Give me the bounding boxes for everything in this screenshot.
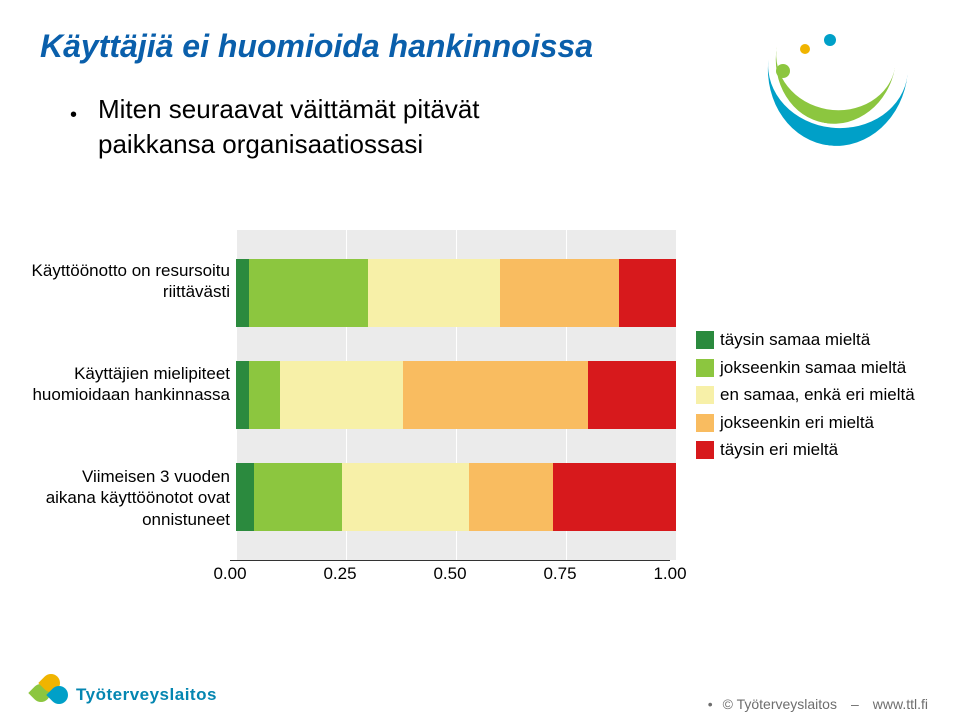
- slide-title: Käyttäjiä ei huomioida hankinnoissa: [40, 28, 593, 65]
- bullet-line-1: Miten seuraavat väittämät pitävät: [98, 92, 480, 127]
- x-tick-label: 0.50: [433, 564, 466, 584]
- bar-segment: [619, 259, 676, 327]
- legend-label: en samaa, enkä eri mieltä: [720, 382, 915, 408]
- bar-segment: [342, 463, 470, 531]
- legend-label: jokseenkin eri mieltä: [720, 410, 874, 436]
- bar-segment: [368, 259, 500, 327]
- bar-segment: [249, 259, 368, 327]
- footer: • © Työterveyslaitos – www.ttl.fi: [708, 696, 928, 712]
- bar-segment: [500, 259, 619, 327]
- bar-row: [236, 361, 676, 429]
- legend-swatch: [696, 441, 714, 459]
- bar-segment: [254, 463, 342, 531]
- y-label: Käyttäjien mielipiteet huomioidaan hanki…: [30, 357, 230, 412]
- x-tick-label: 1.00: [653, 564, 686, 584]
- legend-item: en samaa, enkä eri mieltä: [696, 382, 926, 408]
- y-label: Käyttöönotto on resursoitu riittävästi: [30, 254, 230, 309]
- y-axis-labels: Käyttöönotto on resursoitu riittävästi Kä…: [30, 230, 236, 560]
- brand-mark: [770, 24, 920, 114]
- bar-segment: [249, 361, 280, 429]
- footer-logo-text: Työterveyslaitos: [76, 686, 217, 703]
- bar-segment: [469, 463, 553, 531]
- x-axis-line: [230, 560, 670, 561]
- legend-item: jokseenkin eri mieltä: [696, 410, 926, 436]
- bar-row: [236, 259, 676, 327]
- bullet-line-2: paikkansa organisaatiossasi: [98, 127, 480, 162]
- legend-item: jokseenkin samaa mieltä: [696, 355, 926, 381]
- bullet-dot-icon: •: [70, 102, 80, 129]
- x-tick-label: 0.75: [543, 564, 576, 584]
- legend-label: täysin eri mieltä: [720, 437, 838, 463]
- legend-label: jokseenkin samaa mieltä: [720, 355, 906, 381]
- chart: Käyttöönotto on resursoitu riittävästi Kä…: [30, 230, 930, 560]
- footer-url: www.ttl.fi: [873, 696, 928, 712]
- footer-copyright: © Työterveyslaitos: [723, 696, 837, 712]
- bar-segment: [553, 463, 676, 531]
- plot-area: [236, 230, 676, 560]
- x-tick-label: 0.25: [323, 564, 356, 584]
- bar-segment: [236, 361, 249, 429]
- bar-segment: [403, 361, 588, 429]
- footer-sep: –: [851, 696, 859, 712]
- bar-segment: [280, 361, 403, 429]
- bar-segment: [236, 259, 249, 327]
- bar-segment: [588, 361, 676, 429]
- legend-item: täysin eri mieltä: [696, 437, 926, 463]
- x-tick-label: 0.00: [213, 564, 246, 584]
- bar-segment: [236, 463, 254, 531]
- legend-swatch: [696, 386, 714, 404]
- legend-swatch: [696, 331, 714, 349]
- legend-swatch: [696, 414, 714, 432]
- footer-logo: Työterveyslaitos: [32, 676, 217, 712]
- y-label: Viimeisen 3 vuoden aikana käyttöönotot o…: [30, 460, 230, 536]
- bullet-list: • Miten seuraavat väittämät pitävät paik…: [70, 92, 480, 162]
- legend-item: täysin samaa mieltä: [696, 327, 926, 353]
- legend-swatch: [696, 359, 714, 377]
- legend-label: täysin samaa mieltä: [720, 327, 870, 353]
- bar-row: [236, 463, 676, 531]
- legend: täysin samaa mieltäjokseenkin samaa miel…: [696, 230, 926, 560]
